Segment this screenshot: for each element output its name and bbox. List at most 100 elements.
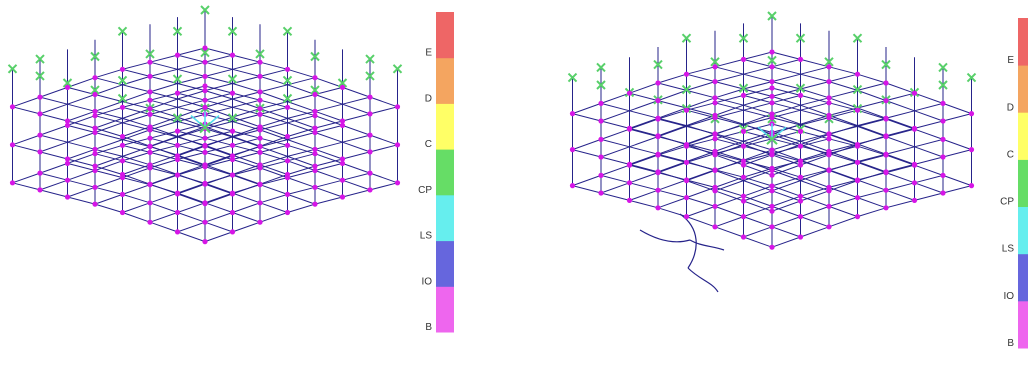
joint-dot <box>797 174 804 180</box>
hinge-icon <box>824 57 834 67</box>
joint-dot <box>826 95 832 101</box>
hinge-icon <box>738 33 749 43</box>
joint-dot <box>854 107 861 113</box>
deformed-member <box>687 267 719 293</box>
joint-dot <box>147 219 153 225</box>
joint-dot <box>229 156 236 163</box>
joint-dot <box>940 136 946 142</box>
joint-dot <box>769 151 775 157</box>
legend-swatch <box>436 286 454 333</box>
deformed-member <box>639 229 691 243</box>
legend-swatch <box>1018 253 1028 302</box>
joint-dot <box>769 183 775 189</box>
beam-line <box>122 77 316 137</box>
joint-dot <box>284 158 291 164</box>
joint-dot <box>312 163 318 169</box>
beam-line <box>39 92 233 153</box>
legend-swatch <box>1018 159 1028 207</box>
beam-line <box>600 58 801 122</box>
legend-label: B <box>1007 338 1014 349</box>
beam-line <box>39 134 233 195</box>
joint-dot <box>257 73 263 79</box>
joint-dot <box>712 79 718 85</box>
joint-dot <box>797 158 804 164</box>
joint-dot <box>367 94 373 100</box>
legend-label: IO <box>421 276 432 287</box>
beam-line <box>122 106 316 167</box>
joint-dot <box>826 224 832 230</box>
joint-dot <box>92 91 98 98</box>
beam-line <box>572 185 773 248</box>
joint-dot <box>202 135 208 141</box>
joint-dot <box>883 80 889 86</box>
joint-dot <box>119 133 126 140</box>
hinge-icon <box>567 72 578 83</box>
joint-dot <box>769 115 775 121</box>
joint-dot <box>769 147 775 153</box>
beam-line <box>39 54 233 115</box>
joint-dot <box>655 205 661 211</box>
hinge-icon <box>881 59 891 70</box>
beam-line <box>657 154 858 218</box>
legend-label: IO <box>1003 291 1014 302</box>
beam-line <box>686 145 887 209</box>
joint-dot <box>797 143 804 149</box>
joint-dot <box>284 209 291 216</box>
joint-dot <box>229 90 236 96</box>
beam-line <box>122 68 316 129</box>
joint-dot <box>147 200 153 206</box>
beam-line <box>149 137 343 198</box>
legend-swatch <box>436 240 454 287</box>
joint-dot <box>202 200 208 206</box>
hinge-icon <box>282 26 293 37</box>
hinge-icon <box>681 84 692 95</box>
beam-line <box>600 130 801 194</box>
joint-dot <box>854 195 861 201</box>
joint-dot <box>257 219 263 225</box>
joint-dot <box>740 143 747 149</box>
joint-dot <box>257 144 263 150</box>
beam-line <box>39 130 233 191</box>
beam-line <box>67 99 261 160</box>
beam-line <box>714 102 915 165</box>
joint-dot <box>312 108 318 114</box>
joint-dot <box>968 111 975 117</box>
joint-dot <box>598 100 604 106</box>
beam-line <box>12 144 206 205</box>
hinge-icon <box>938 62 948 73</box>
joint-dot <box>826 184 832 190</box>
joint-dot <box>284 142 291 148</box>
joint-dot <box>769 172 775 178</box>
joint-dot <box>174 153 181 159</box>
hinge-icon <box>199 121 211 134</box>
joint-dot <box>367 170 373 176</box>
legend-label: CP <box>1000 197 1014 208</box>
joint-dot <box>769 165 775 171</box>
joint-dot <box>712 100 718 106</box>
hinge-icon <box>365 71 375 81</box>
beam-line <box>39 96 233 157</box>
hinge-icon <box>282 75 293 86</box>
joint-dot <box>911 180 918 186</box>
hinge-icon <box>337 78 348 88</box>
joint-dot <box>655 80 661 86</box>
joint-dot <box>854 159 861 165</box>
joint-dot <box>683 159 690 165</box>
joint-dot <box>740 174 747 180</box>
right-frame-model <box>567 11 977 293</box>
joint-dot <box>312 184 318 190</box>
left-color-legend: B IO LS CP C D E <box>418 12 454 333</box>
joint-dot <box>367 111 373 117</box>
hinge-icon <box>35 54 45 64</box>
legend-swatch <box>1018 206 1028 255</box>
beam-line <box>572 51 773 115</box>
joint-dot <box>202 239 208 245</box>
joint-dot <box>797 128 804 134</box>
hinge-icon <box>255 49 265 59</box>
joint-dot <box>740 234 747 240</box>
joint-dot <box>37 132 43 138</box>
joint-dot <box>339 194 346 200</box>
hinge-icon <box>117 75 128 86</box>
joint-dot <box>740 214 747 220</box>
beam-line <box>39 172 233 233</box>
